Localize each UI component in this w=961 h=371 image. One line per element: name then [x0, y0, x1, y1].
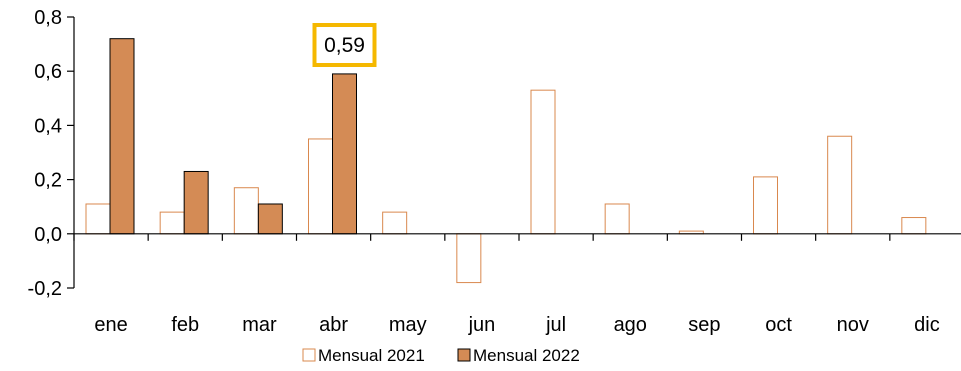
bar-2022-feb [183, 170, 209, 235]
x-tick-label-dic: dic [914, 314, 940, 336]
callout-box [312, 23, 377, 67]
x-axis: ene feb mar abr may jun jul ago sep oct nov dic [73, 233, 961, 336]
y-tick-label: 0,4 [34, 115, 62, 137]
bar-2021-may [382, 211, 408, 235]
bar-2021-ago [604, 203, 630, 235]
x-tick-label-may: may [389, 314, 427, 336]
bar-2021-abr [308, 138, 333, 235]
legend: Mensual 2021 Mensual 2022 [302, 346, 580, 365]
bar-2021-mar [233, 187, 259, 235]
x-tick-label-jun: jun [468, 314, 496, 336]
bar-2021-jul [530, 89, 556, 235]
x-tick-label-ene: ene [94, 314, 127, 336]
legend-swatch-mensual-2021 [302, 348, 316, 362]
y-tick-label: 0,0 [34, 224, 62, 246]
bar-2022-mar [257, 203, 283, 235]
bar-2021-oct [753, 176, 778, 235]
legend-swatch-mensual-2022 [457, 348, 471, 362]
x-tick-label-oct: oct [765, 314, 792, 336]
y-tick-label: 0,6 [34, 61, 62, 83]
x-tick-label-feb: feb [171, 314, 199, 336]
x-tick-label-sep: sep [688, 314, 720, 336]
y-tick-label: 0,2 [34, 170, 62, 192]
bar-2021-nov [827, 135, 853, 235]
bars [85, 38, 927, 284]
y-tick-label: 0,8 [34, 7, 62, 29]
bar-2021-feb [159, 211, 185, 235]
callout-label: 0,59 [324, 34, 365, 57]
value-callout: 0,59 [312, 23, 377, 67]
legend-label-mensual-2022: Mensual 2022 [473, 346, 580, 365]
x-tick-label-mar: mar [242, 314, 277, 336]
y-tick-label: -0,2 [28, 278, 62, 300]
bar-2021-dic [901, 217, 927, 235]
x-tick-label-jul: jul [545, 314, 566, 336]
legend-label-mensual-2021: Mensual 2021 [318, 346, 425, 365]
x-tick-label-ago: ago [614, 314, 647, 336]
y-axis: -0,2 0,0 0,2 0,4 0,6 0,8 [28, 7, 75, 300]
x-tick-label-nov: nov [837, 314, 869, 336]
bar-2022-ene [109, 38, 135, 235]
bar-2021-ene [85, 203, 111, 235]
x-tick-label-abr: abr [319, 314, 348, 336]
bar-2021-jun [456, 233, 482, 284]
bar-2022-abr [332, 73, 357, 235]
